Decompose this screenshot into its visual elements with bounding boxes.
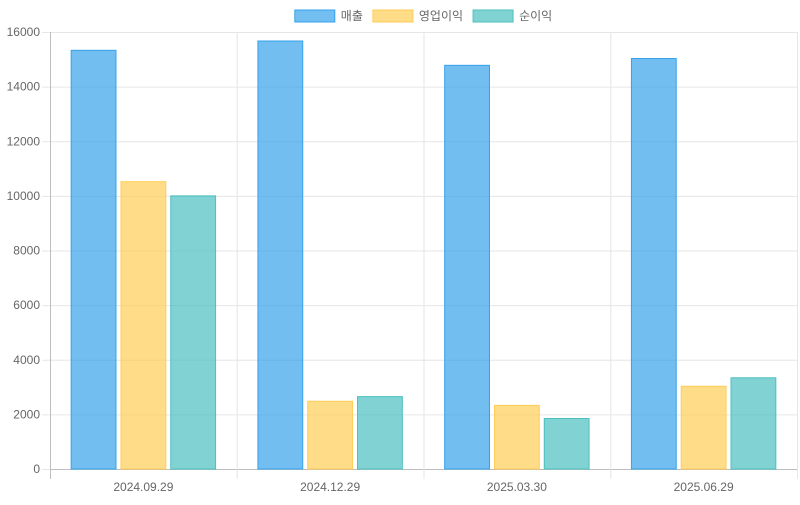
y-tick-label: 12000 [7,134,41,148]
x-tick-label: 2025.03.30 [487,480,547,494]
y-tick-label: 14000 [7,80,41,94]
bar-2-2[interactable] [307,400,354,470]
bar-2-3[interactable] [493,404,540,470]
axes [42,32,50,470]
legend-item-1[interactable]: 매출 [294,9,363,23]
bar-1-2[interactable] [257,40,304,470]
legend-label: 순이익 [519,9,552,23]
legend-swatch [294,9,336,23]
bar-2-4[interactable] [680,385,727,470]
y-tick-label: 6000 [13,298,40,312]
x-tick-label: 2025.06.29 [674,480,734,494]
x-tick-label: 2024.12.29 [300,480,360,494]
y-tick-label: 10000 [7,189,41,203]
tick-labels: 0 2000 4000 6000 8000 10000 12000 14000 16000 202… [7,25,734,494]
legend-item-2[interactable]: 영업이익 [372,9,463,23]
bar-3-4[interactable] [730,377,777,470]
bars [70,40,777,470]
legend-label: 매출 [341,9,363,23]
bar-3-2[interactable] [357,396,403,470]
legend[interactable]: 매출 영업이익 순이익 [294,9,552,23]
x-tick-label: 2024.09.29 [113,480,173,494]
y-tick-label: 2000 [13,407,40,421]
y-tick-label: 4000 [13,353,40,367]
bar-1-3[interactable] [444,64,490,470]
y-tick-label: 8000 [13,244,40,258]
legend-label: 영업이익 [419,9,463,23]
legend-item-3[interactable]: 순이익 [472,9,552,23]
legend-swatch [472,9,514,23]
bar-3-3[interactable] [543,417,590,470]
bar-1-4[interactable] [630,57,677,470]
legend-swatch [372,9,414,23]
bar-3-1[interactable] [170,195,217,470]
bar-2-1[interactable] [120,181,167,470]
y-tick-label: 0 [33,462,40,476]
y-tick-label: 16000 [7,25,41,39]
bar-1-1[interactable] [70,49,117,470]
